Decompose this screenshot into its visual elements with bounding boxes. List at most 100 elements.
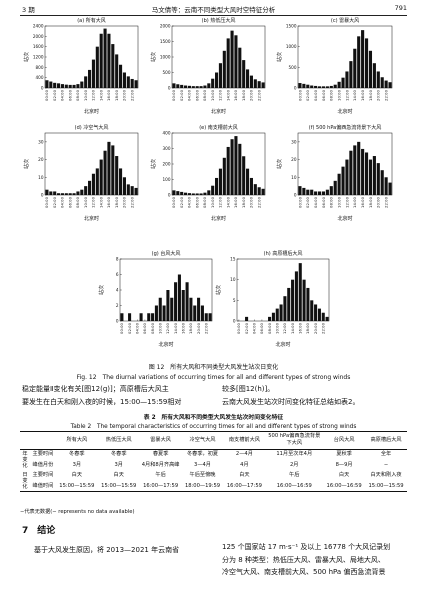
text-line: 分为 8 种类型：热低压大风、雷暴大风、局地大风、 <box>222 555 385 564</box>
x-axis-label: 北京时 <box>84 215 99 222</box>
bar <box>184 192 188 195</box>
table-cell: 3月 <box>114 461 123 468</box>
bar <box>306 287 310 321</box>
figure-caption-cn: 图 12 所有大风和不同类型大风发生站次日变化 <box>148 364 279 371</box>
table-cell: 16:00—16:59 <box>326 482 362 489</box>
x-tick-label: 12:00 <box>218 89 223 101</box>
bar <box>107 141 111 195</box>
y-tick-label: 1000 <box>160 55 171 60</box>
bar <box>154 305 158 321</box>
table-cell: 夏秋季 <box>336 451 352 458</box>
x-tick-label: 12:00 <box>344 89 349 101</box>
bar <box>166 290 170 321</box>
x-tick-label: 10:00 <box>336 196 341 208</box>
bar <box>115 156 119 195</box>
bar <box>151 313 155 321</box>
bar <box>128 313 132 321</box>
x-tick-label: 14:00 <box>352 89 357 101</box>
y-tick-label: 100 <box>163 177 171 182</box>
x-tick-label: 10:00 <box>210 89 215 101</box>
bar <box>215 177 219 195</box>
bar <box>368 159 373 195</box>
y-tick-label: 2000 <box>160 24 171 29</box>
x-tick-label: 22:00 <box>383 89 388 101</box>
table-cell: 3月 <box>72 461 82 468</box>
bar <box>325 189 329 195</box>
column-header: 热低压大风 <box>105 436 132 443</box>
y-tick-label: 0 <box>41 193 44 198</box>
row-label: 主要时间 <box>32 472 54 479</box>
y-tick-label: 0 <box>233 319 236 324</box>
table-cell: 8—9月 <box>335 461 353 468</box>
x-tick-label: 12:00 <box>282 322 287 334</box>
y-tick-label: 500 <box>163 70 171 75</box>
x-tick-label: 02:00 <box>52 196 57 208</box>
bar <box>230 139 234 195</box>
x-tick-label: 18:00 <box>241 196 246 208</box>
bar <box>84 76 88 88</box>
bar <box>76 84 80 88</box>
x-tick-label: 12:00 <box>91 89 96 101</box>
x-tick-label: 08:00 <box>202 89 207 101</box>
bar <box>222 157 226 195</box>
bar <box>99 159 103 195</box>
bar <box>234 136 238 195</box>
x-tick-label: 06:00 <box>321 196 326 208</box>
text-left: 稳定能量Ⅱ变化有关[图12(g)]；高原槽后大风主 要发生在白天和刚入夜的时候，1… <box>22 383 181 408</box>
bar <box>261 188 265 195</box>
bar <box>139 313 143 321</box>
bar <box>245 316 249 321</box>
table-cell: 15:00—15:59 <box>101 482 137 489</box>
table-cell: 16:00—17:59 <box>226 482 262 489</box>
x-tick-label: 04:00 <box>60 89 65 101</box>
bar <box>253 79 257 88</box>
bar <box>287 287 291 321</box>
table-cell: 白天 <box>113 472 124 479</box>
x-tick-label: 00:00 <box>119 322 124 334</box>
x-tick-label: 06:00 <box>321 89 326 101</box>
bar <box>130 186 134 195</box>
plot-frame <box>297 25 393 89</box>
x-tick-label: 16:00 <box>106 89 111 101</box>
x-tick-label: 18:00 <box>188 322 193 334</box>
bar <box>249 177 253 195</box>
table-title-cn: 表 2 所有大风和不同类型大风发生站次时间变化特征 <box>143 415 284 421</box>
bar <box>95 168 99 195</box>
bar <box>122 72 126 88</box>
bar <box>95 46 99 88</box>
x-tick-label: 16:00 <box>360 196 365 208</box>
x-tick-label: 02:00 <box>305 196 310 208</box>
bar <box>122 177 126 195</box>
chart-title: (c) 雷暴大风 <box>331 17 359 24</box>
bar <box>207 190 211 195</box>
y-tick-label: 30 <box>291 139 297 144</box>
x-tick-label: 14:00 <box>352 196 357 208</box>
bar <box>215 72 219 88</box>
bar <box>253 184 257 195</box>
text-right: 较多[图12(h)]。 云南大风发生站次时间变化特征总结如表2。 <box>222 383 359 408</box>
y-tick-label: 400 <box>163 131 171 136</box>
x-tick-label: 00:00 <box>171 196 176 208</box>
bar <box>103 28 107 88</box>
bar <box>53 82 57 88</box>
y-tick-label: 1000 <box>286 44 297 49</box>
bar <box>349 150 353 195</box>
y-tick-label: 0 <box>168 86 171 91</box>
bar <box>64 84 68 88</box>
x-tick-label: 14:00 <box>173 322 178 334</box>
bar <box>147 313 151 321</box>
y-tick-label: 0 <box>116 319 119 324</box>
x-tick-label: 08:00 <box>329 196 334 208</box>
bar <box>298 186 302 195</box>
bar <box>234 35 238 88</box>
x-tick-label: 22:00 <box>204 322 209 334</box>
bar <box>107 33 111 88</box>
bar <box>380 77 384 88</box>
bar <box>249 75 253 88</box>
chart-title: (h) 高原槽后大风 <box>264 250 303 257</box>
bar <box>364 152 369 195</box>
bar <box>294 271 298 321</box>
bar <box>57 83 61 88</box>
table-row: 峰值时间 15:00—15:59 15:00—15:59 16:00—17:59 18:… <box>20 481 407 492</box>
